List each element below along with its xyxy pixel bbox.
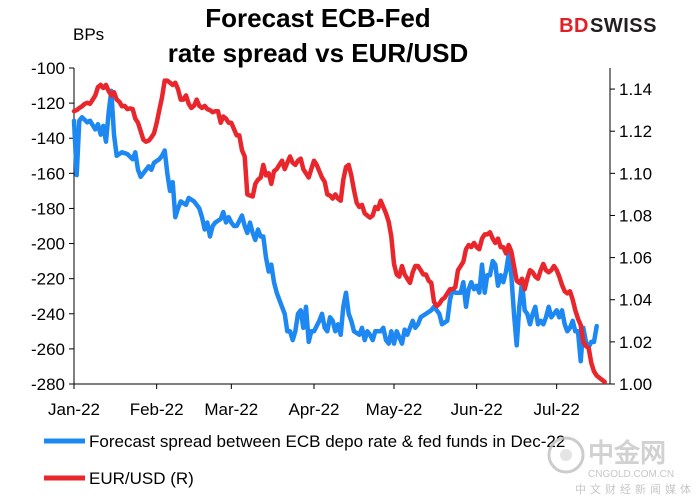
legend-label-eurusd: EUR/USD (R): [89, 469, 194, 488]
y-left-tick-label: -180: [31, 199, 65, 218]
series-line-eurusd: [71, 78, 607, 385]
y-left-tick-label: -220: [31, 270, 65, 289]
y-left-tick-label: -160: [31, 164, 65, 183]
watermark-url: CNGOLD.COM.CN: [588, 469, 674, 480]
y-left-tick-label: -280: [31, 375, 65, 394]
series-line-spread: [71, 88, 599, 364]
chart-title-line-1: Forecast ECB-Fed: [205, 3, 430, 33]
y-left-tick-label: -260: [31, 340, 65, 359]
brand-logo: BD SWISS: [559, 15, 657, 37]
y-left-tick-label: -200: [31, 235, 65, 254]
x-tick-label: Mar-22: [204, 400, 258, 419]
y-axis-right-ticks: 1.14 1.12 1.10 1.08 1.06 1.04 1.02 1.00: [610, 80, 652, 394]
x-tick-label: Jul-22: [534, 400, 580, 419]
y-right-tick-label: 1.04: [619, 291, 652, 310]
y-axis-left-ticks: -100 -120 -140 -160 -180 -200 -220 -240 -260 -280: [31, 59, 74, 394]
x-tick-label: Jan-22: [48, 400, 100, 419]
watermark: 中金网 CNGOLD.COM.CN 中文财经新闻媒体: [547, 436, 695, 496]
y-right-tick-label: 1.00: [619, 375, 652, 394]
x-tick-label: Jun-22: [451, 400, 503, 419]
y-right-tick-label: 1.12: [619, 122, 652, 141]
x-tick-label: Apr-22: [288, 400, 339, 419]
x-tick-label: May-22: [366, 400, 423, 419]
x-tick-label: Feb-22: [130, 400, 184, 419]
y-right-tick-label: 1.10: [619, 164, 652, 183]
y-left-tick-label: -240: [31, 305, 65, 324]
y-left-tick-label: -100: [31, 59, 65, 78]
watermark-emblem-icon: [547, 436, 585, 474]
chart-title-line-2: rate spread vs EUR/USD: [168, 38, 469, 68]
y-axis-left-label: BPs: [73, 25, 104, 44]
brand-logo-bd: BD: [559, 15, 589, 37]
legend: Forecast spread between ECB depo rate & …: [44, 432, 565, 488]
y-right-tick-label: 1.08: [619, 206, 652, 225]
legend-label-spread: Forecast spread between ECB depo rate & …: [89, 432, 565, 451]
watermark-tagline: 中文财经新闻媒体: [575, 482, 695, 496]
x-axis-ticks: Jan-22 Feb-22 Mar-22 Apr-22 May-22 Jun-22 Jul-…: [48, 384, 580, 419]
y-left-tick-label: -140: [31, 129, 65, 148]
watermark-main: 中金网: [588, 438, 666, 469]
y-right-tick-label: 1.14: [619, 80, 652, 99]
y-right-tick-label: 1.06: [619, 249, 652, 268]
y-left-tick-label: -120: [31, 94, 65, 113]
brand-logo-swiss: SWISS: [590, 15, 657, 37]
y-right-tick-label: 1.02: [619, 333, 652, 352]
